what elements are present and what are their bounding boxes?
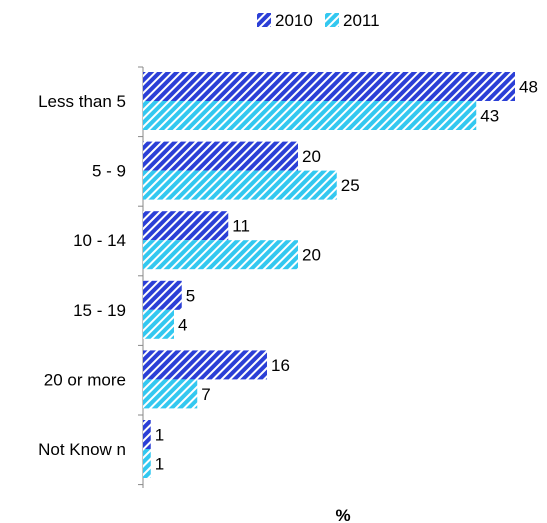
bar-2011-2 xyxy=(143,240,298,270)
bar-2011-1 xyxy=(143,170,337,200)
value-label: 25 xyxy=(341,176,360,195)
legend-label: 2010 xyxy=(275,11,313,30)
value-label: 5 xyxy=(186,286,195,305)
value-label: 11 xyxy=(232,217,250,236)
x-axis-label: % xyxy=(335,506,350,523)
bar-2010-3 xyxy=(143,280,182,310)
value-label: 4 xyxy=(178,315,187,334)
legend-swatch-2011 xyxy=(325,13,339,27)
category-labels: Less than 5 5 - 9 10 - 14 15 - 19 20 or more… xyxy=(38,92,126,459)
value-label: 1 xyxy=(155,426,164,445)
value-label: 20 xyxy=(302,246,321,265)
bar-2010-5 xyxy=(143,420,151,449)
bar-2010-4 xyxy=(143,350,267,380)
bar-2010-0 xyxy=(143,72,515,101)
category-label: Less than 5 xyxy=(38,92,126,111)
legend: 2010 2011 xyxy=(257,11,380,30)
value-label: 7 xyxy=(201,385,210,404)
value-label: 20 xyxy=(302,147,321,166)
y-axis xyxy=(138,66,144,488)
legend-label: 2011 xyxy=(343,11,380,30)
value-label: 16 xyxy=(271,356,290,375)
bar-2011-5 xyxy=(143,449,151,478)
bar-2011-4 xyxy=(143,379,198,409)
bars xyxy=(143,72,515,478)
bar-2010-1 xyxy=(143,141,298,171)
bar-2011-0 xyxy=(143,101,477,130)
category-label: 10 - 14 xyxy=(73,231,126,250)
legend-swatch-2010 xyxy=(257,13,271,27)
bar-2010-2 xyxy=(143,211,229,241)
value-label: 1 xyxy=(155,455,164,474)
category-label: Not Know n xyxy=(38,440,126,459)
value-label: 48 xyxy=(519,78,538,97)
category-label: 5 - 9 xyxy=(92,162,126,181)
bar-2011-3 xyxy=(143,309,174,339)
value-label: 43 xyxy=(480,107,499,126)
category-label: 20 or more xyxy=(44,370,126,389)
category-label: 15 - 19 xyxy=(73,301,126,320)
